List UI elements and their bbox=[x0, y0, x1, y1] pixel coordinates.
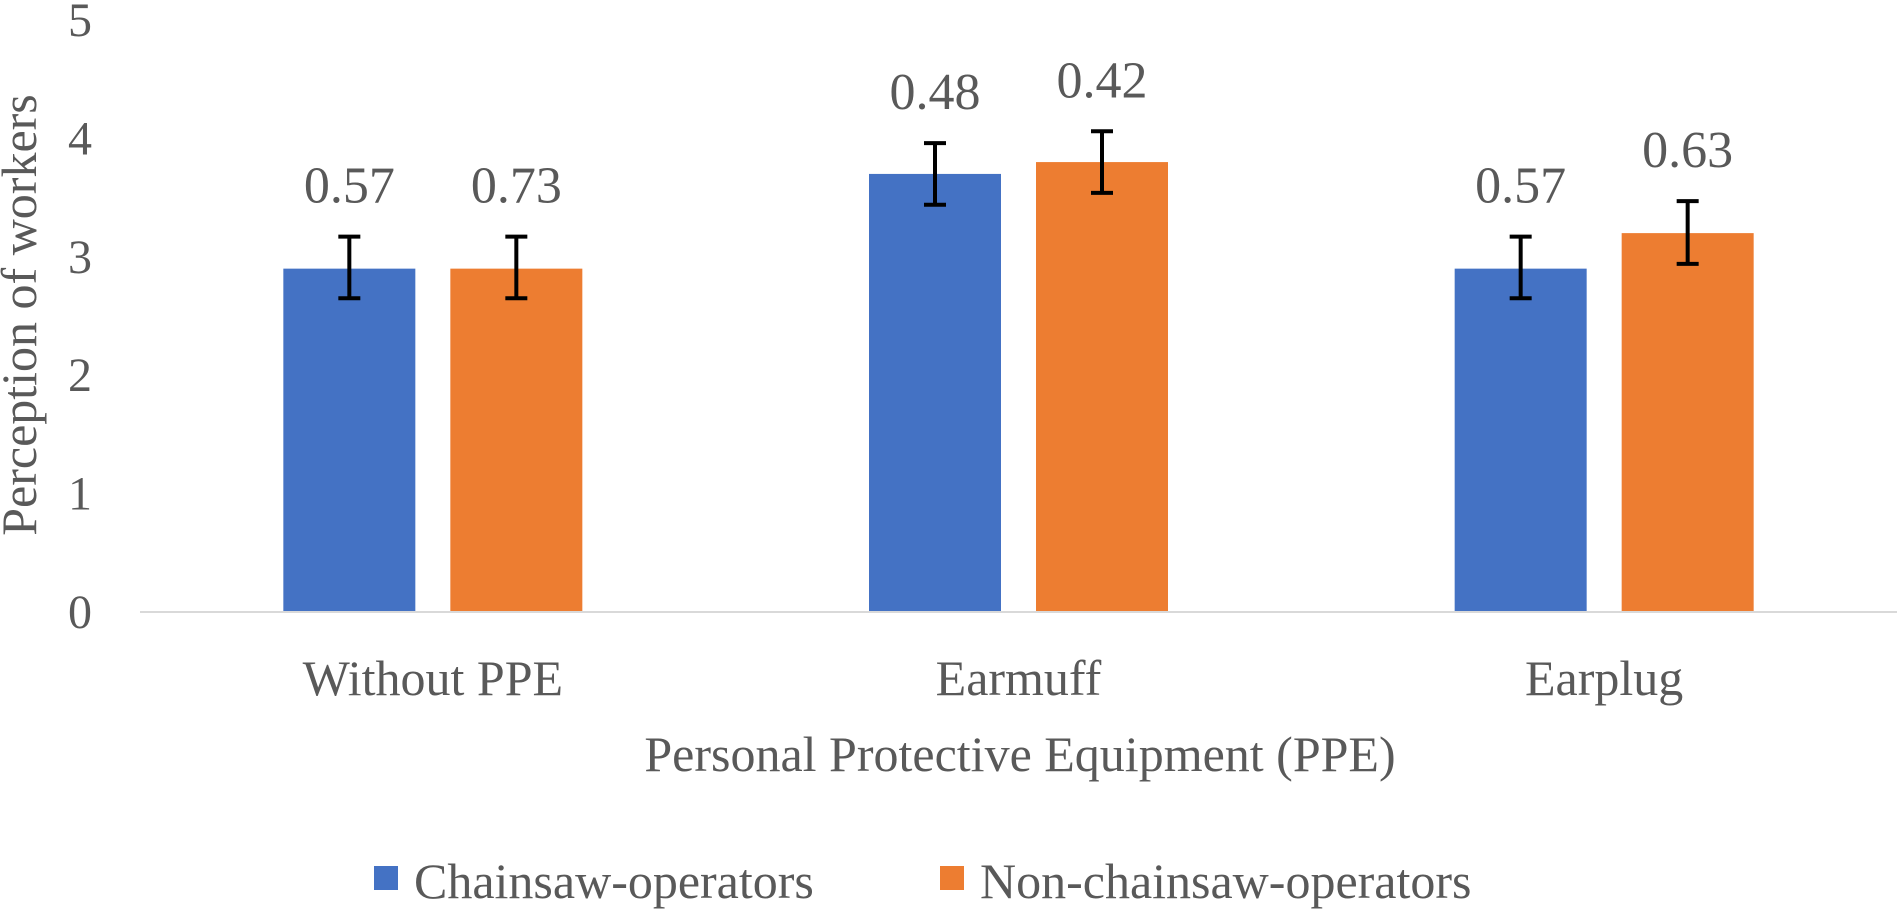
y-tick-label: 0 bbox=[68, 586, 92, 639]
bar bbox=[1036, 162, 1168, 612]
error-bars bbox=[338, 129, 1699, 301]
data-labels: 0.57 0.73 0.48 0.42 0.57 0.63 bbox=[304, 52, 1733, 214]
legend: Chainsaw-operators Non-chainsaw-operator… bbox=[374, 853, 1471, 909]
y-axis-ticks: 0 1 2 3 4 5 bbox=[68, 0, 92, 639]
y-axis-title: Perception of workers bbox=[0, 94, 47, 536]
legend-label-non-chainsaw: Non-chainsaw-operators bbox=[980, 853, 1471, 909]
y-tick-label: 4 bbox=[68, 112, 92, 165]
bar bbox=[283, 268, 416, 612]
data-label: 0.73 bbox=[471, 158, 562, 215]
bar bbox=[450, 268, 583, 612]
legend-swatch-chainsaw bbox=[374, 866, 398, 890]
bars bbox=[283, 162, 1754, 613]
bar bbox=[1454, 268, 1587, 612]
data-label: 0.42 bbox=[1057, 52, 1148, 109]
data-label: 0.48 bbox=[890, 64, 981, 121]
y-tick-label: 5 bbox=[68, 0, 92, 47]
data-label: 0.57 bbox=[1475, 158, 1566, 215]
y-tick-label: 1 bbox=[68, 468, 92, 521]
x-axis-title: Personal Protective Equipment (PPE) bbox=[644, 726, 1395, 782]
bar bbox=[1621, 233, 1754, 612]
data-label: 0.57 bbox=[304, 158, 395, 215]
data-label: 0.63 bbox=[1642, 122, 1733, 179]
category-label: Without PPE bbox=[303, 650, 564, 706]
legend-label-chainsaw: Chainsaw-operators bbox=[414, 853, 814, 909]
bar bbox=[869, 173, 1001, 613]
category-label: Earmuff bbox=[936, 650, 1102, 706]
category-label: Earplug bbox=[1525, 650, 1683, 706]
category-labels: Without PPE Earmuff Earplug bbox=[303, 650, 1684, 706]
y-tick-label: 3 bbox=[68, 231, 92, 284]
y-tick-label: 2 bbox=[68, 349, 92, 402]
legend-swatch-non-chainsaw bbox=[940, 866, 964, 890]
